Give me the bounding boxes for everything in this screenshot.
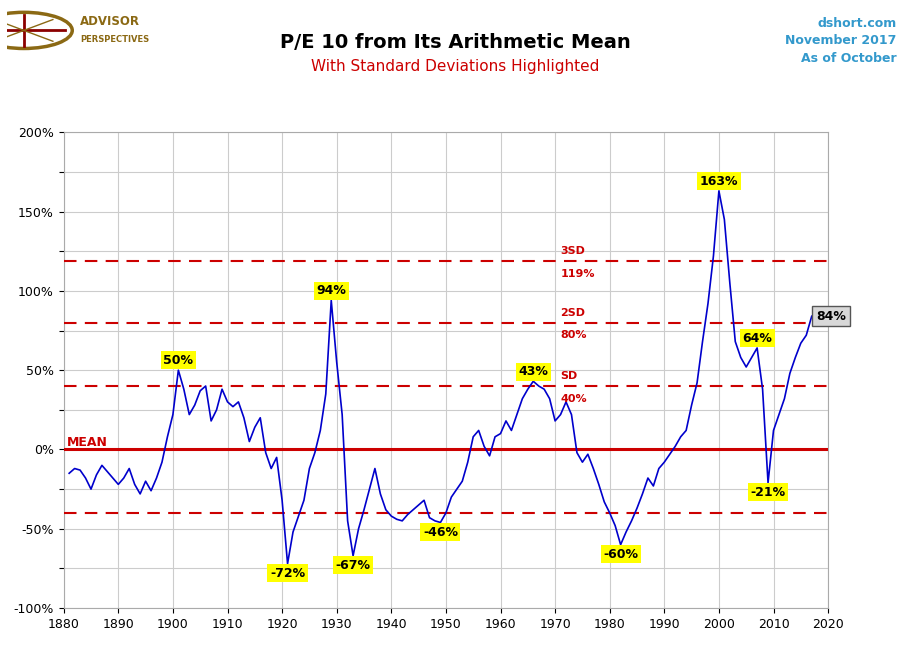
Text: MEAN: MEAN <box>66 436 107 449</box>
Text: -60%: -60% <box>603 548 638 561</box>
Text: As of October: As of October <box>801 52 896 65</box>
Text: 163%: 163% <box>700 175 738 188</box>
Text: 2SD: 2SD <box>561 308 585 318</box>
Text: November 2017: November 2017 <box>785 34 896 48</box>
Text: 43%: 43% <box>519 365 548 378</box>
Text: ADVISOR: ADVISOR <box>80 15 140 28</box>
Text: 84%: 84% <box>816 310 845 323</box>
Text: -46%: -46% <box>423 525 458 539</box>
Text: 94%: 94% <box>317 284 346 297</box>
Text: 64%: 64% <box>743 332 772 345</box>
Text: P/E 10 from Its Arithmetic Mean: P/E 10 from Its Arithmetic Mean <box>279 34 631 52</box>
Text: 80%: 80% <box>561 330 587 340</box>
Text: -72%: -72% <box>270 567 305 580</box>
Text: With Standard Deviations Highlighted: With Standard Deviations Highlighted <box>311 59 599 73</box>
Text: PERSPECTIVES: PERSPECTIVES <box>80 36 149 44</box>
Text: dshort.com: dshort.com <box>817 17 896 30</box>
Text: 119%: 119% <box>561 268 595 279</box>
Text: 40%: 40% <box>561 394 587 404</box>
Text: SD: SD <box>561 371 578 381</box>
Text: 3SD: 3SD <box>561 246 585 256</box>
Text: -21%: -21% <box>751 486 785 499</box>
Text: 50%: 50% <box>164 354 193 367</box>
Text: -67%: -67% <box>336 559 370 572</box>
